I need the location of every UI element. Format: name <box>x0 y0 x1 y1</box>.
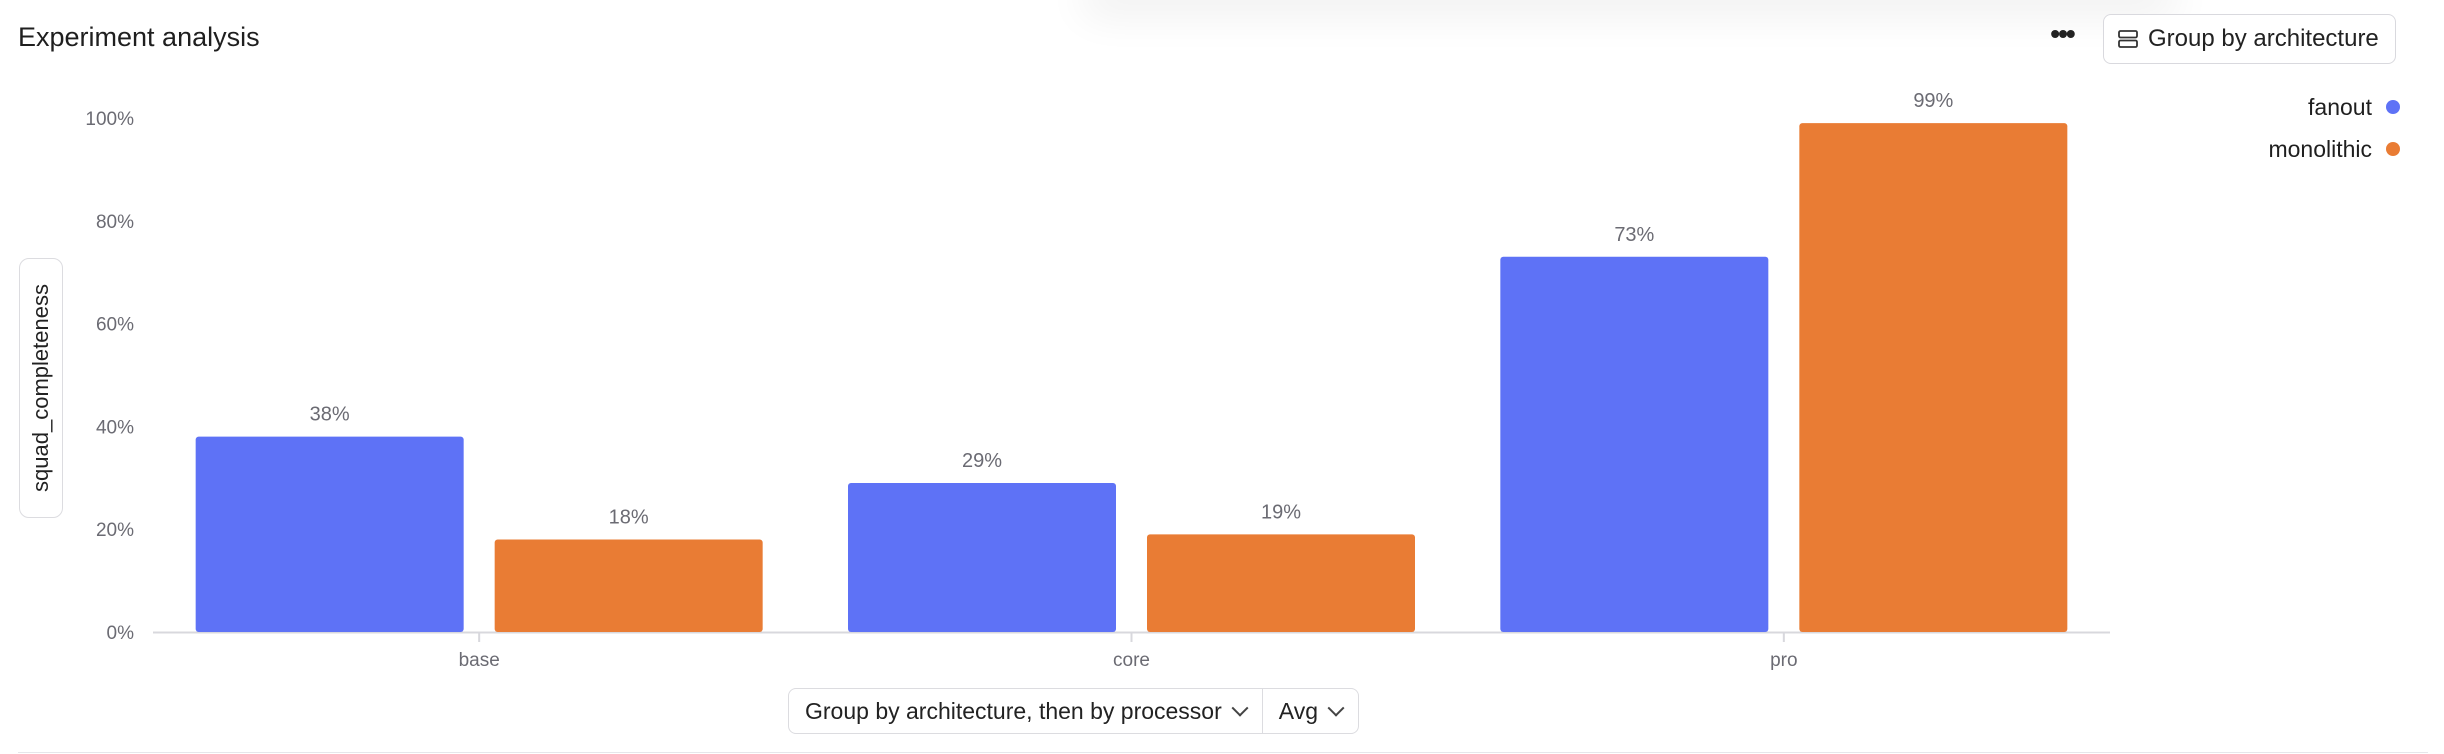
bar-fanout-core <box>848 482 1116 632</box>
y-axis-label-button[interactable]: squad_completeness <box>19 258 63 518</box>
chevron-down-icon <box>1231 699 1249 717</box>
y-tick-label: 20% <box>96 520 134 541</box>
data-label: 19% <box>1261 501 1301 523</box>
legend-dot-monolithic <box>2386 142 2400 156</box>
page-title: Experiment analysis <box>18 22 260 52</box>
data-label: 38% <box>310 404 350 426</box>
legend-item-fanout[interactable]: fanout <box>2200 86 2400 128</box>
y-tick-label: 100% <box>85 109 134 130</box>
more-horizontal-icon: ••• <box>2050 18 2075 49</box>
aggregate-dropdown-label: Avg <box>1278 697 1318 724</box>
legend-item-monolithic[interactable]: monolithic <box>2200 128 2400 170</box>
grouping-dropdown-label: Group by architecture, then by processor <box>805 697 1222 724</box>
legend-label-fanout: fanout <box>2308 93 2372 120</box>
x-tick-label: core <box>1113 650 1150 671</box>
data-label: 99% <box>1913 90 1953 112</box>
legend-label-monolithic: monolithic <box>2268 135 2372 162</box>
y-tick-label: 0% <box>107 623 135 644</box>
bar-monolithic-base <box>494 539 763 632</box>
grouping-dropdown[interactable]: Group by architecture, then by processor <box>789 689 1262 733</box>
more-options-button[interactable]: ••• <box>2040 20 2084 60</box>
data-label: 18% <box>609 506 649 528</box>
group-by-button-label: Group by architecture <box>2148 25 2379 52</box>
group-stack-icon <box>2118 30 2138 48</box>
y-tick-label: 40% <box>96 417 134 438</box>
chart-controls: Group by architecture, then by processor… <box>788 688 1359 734</box>
y-tick-label: 80% <box>96 212 134 233</box>
x-tick-label: base <box>459 650 500 671</box>
bar-chart: 0% 20% 40% 60% 80% 100% base 38% 18% core 29% 19% pr… <box>85 90 2110 671</box>
legend-dot-fanout <box>2386 100 2400 114</box>
bar-fanout-pro <box>1500 256 1769 632</box>
x-tick-label: pro <box>1770 650 1797 671</box>
aggregate-dropdown[interactable]: Avg <box>1261 689 1358 733</box>
group-by-button[interactable]: Group by architecture <box>2103 14 2396 64</box>
bar-fanout-base <box>195 436 464 632</box>
bar-monolithic-core <box>1147 534 1415 632</box>
legend: fanout monolithic <box>2200 86 2400 170</box>
y-tick-label: 60% <box>96 315 134 336</box>
bar-monolithic-pro <box>1799 123 2068 632</box>
data-label: 73% <box>1614 224 1654 246</box>
divider <box>18 752 2428 753</box>
data-label: 29% <box>962 450 1002 472</box>
chevron-down-icon <box>1327 699 1345 717</box>
